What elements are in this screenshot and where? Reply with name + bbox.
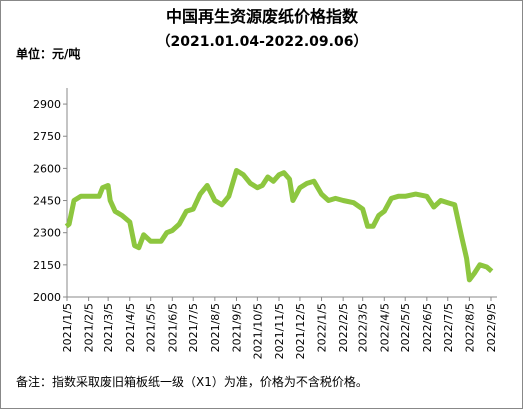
x-tick-label: 2022/4/5	[378, 303, 391, 352]
y-tick-label: 2600	[33, 162, 61, 175]
y-tick-label: 2450	[33, 195, 61, 208]
data-line	[64, 168, 494, 283]
y-tick-label: 2150	[33, 259, 61, 272]
x-tick-label: 2021/4/5	[124, 303, 137, 352]
chart-title: 中国再生资源废纸价格指数	[166, 7, 359, 26]
x-tick-label: 2021/11/5	[273, 303, 286, 359]
unit-label: 单位：元/吨	[16, 46, 80, 61]
x-tick-label: 2022/5/5	[399, 303, 412, 352]
x-tick-label: 2021/12/5	[294, 303, 307, 359]
x-tick-label: 2022/8/5	[463, 303, 476, 352]
x-tick-label: 2021/5/5	[145, 303, 158, 352]
x-tick-label: 2022/3/5	[357, 303, 370, 352]
y-tick-label: 2300	[33, 227, 61, 240]
x-tick-label: 2021/6/5	[166, 303, 179, 352]
x-tick-label: 2021/8/5	[209, 303, 222, 352]
chart-subtitle: （2021.01.04-2022.09.06）	[157, 34, 368, 50]
x-tick-label: 2021/1/5	[61, 303, 74, 352]
y-tick-label: 2000	[33, 291, 61, 304]
x-tick-label: 2021/3/5	[102, 303, 115, 352]
x-tick-label: 2022/9/5	[485, 303, 498, 352]
x-tick-label: 2022/6/5	[421, 303, 434, 352]
footnote: 备注：指数采取废旧箱板纸一级（X1）为准，价格为不含税价格。	[16, 374, 368, 389]
x-tick-label: 2022/7/5	[442, 303, 455, 352]
x-tick-label: 2021/2/5	[83, 303, 96, 352]
x-tick-label: 2022/1/5	[316, 303, 329, 352]
x-tick-label: 2022/2/5	[337, 303, 350, 352]
y-tick-label: 2750	[33, 130, 61, 143]
x-tick-label: 2021/9/5	[230, 303, 243, 352]
x-tick-label: 2021/10/5	[251, 303, 264, 359]
y-tick-label: 2900	[33, 98, 61, 111]
x-tick-label: 2021/7/5	[187, 303, 200, 352]
